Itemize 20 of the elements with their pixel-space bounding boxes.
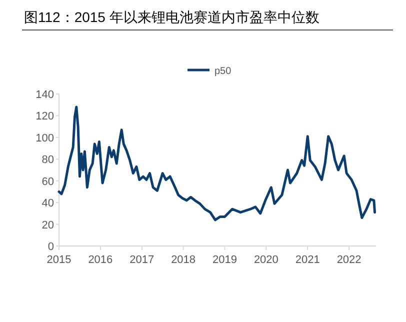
x-tick-label: 2017 [130, 254, 154, 266]
y-tick-label: 40 [42, 198, 54, 210]
title: 图112：2015 年以来锂电池赛道内市盈率中位数 [24, 9, 320, 25]
legend: p50 [188, 66, 232, 77]
x-tick-label: 2015 [46, 254, 72, 266]
x-tick-label: 2018 [171, 254, 196, 266]
x-tick-label: 2020 [254, 254, 278, 266]
y-tick-label: 120 [36, 110, 54, 123]
x-tick-label: 2022 [336, 254, 362, 266]
x-tick-label: 2021 [295, 254, 320, 266]
x-tick-label: 2016 [88, 254, 113, 266]
x-tick-label: 2019 [212, 254, 237, 266]
y-tick-label: 80 [42, 154, 54, 166]
y-tick-label: 140 [36, 89, 54, 101]
y-tick-label: 0 [48, 241, 54, 253]
plot: 0 20 40 60 80 100 120 140 2015 2016 2017 2018 2019 2020 2021 2022 [36, 89, 376, 266]
y-tick-label: 60 [42, 176, 54, 188]
y-tick-label: 100 [36, 132, 54, 144]
y-tick-label: 20 [42, 219, 54, 232]
legend-label: p50 [214, 66, 232, 77]
